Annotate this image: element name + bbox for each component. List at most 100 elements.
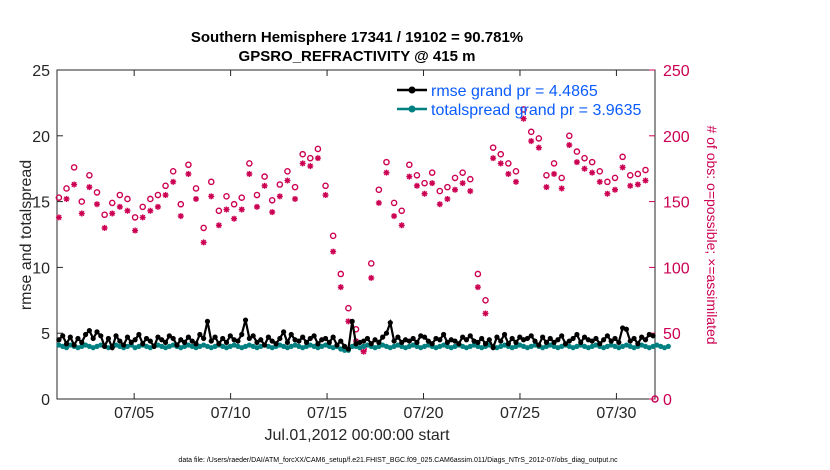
obs-assimilated-marker — [558, 185, 565, 192]
y2-tick-label: 250 — [663, 63, 690, 80]
obs-possible-marker — [215, 207, 223, 215]
obs-possible-marker — [565, 132, 573, 140]
obs-possible-marker — [291, 183, 299, 191]
obs-assimilated-marker — [360, 348, 367, 355]
obs-assimilated-marker — [490, 155, 497, 162]
y-tick-label: 15 — [32, 195, 50, 212]
rmse-marker — [296, 338, 302, 344]
obs-possible-marker — [139, 203, 147, 211]
rmse-marker — [170, 335, 176, 342]
rmse-marker — [490, 345, 496, 351]
rmse-marker — [201, 335, 207, 342]
obs-assimilated-marker — [208, 193, 215, 200]
obs-assimilated-marker — [551, 170, 558, 177]
obs-possible-marker — [261, 173, 268, 180]
rmse-marker — [498, 338, 504, 344]
obs-assimilated-marker — [307, 163, 314, 170]
obs-assimilated-marker — [505, 170, 512, 177]
obs-assimilated-marker — [101, 224, 108, 231]
rmse-marker — [227, 333, 233, 339]
obs-possible-marker — [626, 171, 634, 179]
obs-possible-marker — [619, 153, 626, 161]
obs-assimilated-marker — [292, 195, 299, 202]
rmse-marker — [368, 341, 374, 347]
y2-axis-label: # of obs: o=possible; ×=assimilated — [704, 125, 720, 344]
obs-possible-marker — [466, 175, 474, 183]
obs-assimilated-marker — [269, 209, 276, 216]
obs-assimilated-series — [55, 115, 659, 403]
rmse-marker — [623, 326, 630, 332]
rmse-marker — [421, 334, 428, 340]
rmse-marker — [524, 335, 531, 342]
obs-possible-marker — [116, 191, 124, 199]
obs-assimilated-marker — [391, 213, 398, 220]
rmse-marker — [250, 333, 256, 339]
obs-possible-marker — [535, 135, 543, 142]
rmse-marker — [437, 337, 443, 343]
obs-assimilated-marker — [589, 169, 596, 176]
rmse-marker — [303, 339, 310, 346]
rmse-marker — [486, 337, 492, 343]
y-axis-label: rmse and totalspread — [18, 160, 35, 310]
obs-assimilated-marker — [634, 181, 641, 188]
rmse-marker — [593, 335, 599, 342]
obs-assimilated-marker — [573, 159, 580, 166]
right-y-axis-ticks: 0 50 100 150 200 250 — [649, 63, 690, 409]
obs-assimilated-marker — [276, 193, 283, 200]
rmse-marker — [63, 341, 70, 347]
obs-possible-marker — [527, 128, 535, 136]
obs-assimilated-marker — [421, 190, 428, 197]
rmse-marker — [467, 333, 473, 339]
rmse-marker — [113, 333, 119, 339]
obs-assimilated-marker — [474, 284, 481, 291]
rmse-marker — [612, 335, 618, 342]
obs-possible-marker — [550, 160, 558, 167]
rmse-marker — [86, 327, 92, 334]
rmse-marker — [460, 334, 466, 340]
rmse-marker — [300, 334, 306, 340]
obs-possible-marker — [383, 158, 390, 166]
y-tick-label: 0 — [41, 392, 50, 409]
obs-assimilated-marker — [535, 144, 542, 151]
obs-possible-marker — [436, 187, 444, 195]
y-tick-label: 25 — [32, 63, 50, 80]
obs-assimilated-marker — [200, 239, 207, 246]
obs-assimilated-marker — [429, 180, 436, 187]
obs-possible-marker — [345, 304, 352, 312]
obs-assimilated-marker — [170, 178, 177, 185]
rmse-marker — [494, 334, 500, 340]
obs-possible-marker — [276, 181, 284, 188]
rmse-marker — [536, 342, 542, 348]
obs-possible-marker — [604, 178, 611, 186]
y2-tick-label: 150 — [663, 195, 690, 212]
obs-possible-marker — [398, 207, 406, 215]
rmse-marker — [513, 339, 519, 346]
obs-possible-marker — [581, 154, 588, 162]
y2-tick-label: 100 — [663, 260, 690, 277]
rmse-marker — [315, 341, 321, 347]
x-tick-label: 07/10 — [211, 405, 251, 422]
rmse-marker — [429, 341, 435, 347]
rmse-marker — [208, 338, 214, 344]
obs-assimilated-marker — [284, 177, 291, 184]
obs-possible-marker — [428, 169, 436, 176]
rmse-marker — [159, 337, 165, 343]
chart-title: Southern Hemisphere 17341 / 19102 = 90.7… — [191, 29, 523, 46]
rmse-marker — [399, 339, 405, 346]
obs-possible-marker — [131, 214, 139, 221]
obs-possible-marker — [413, 171, 421, 179]
obs-possible-marker — [101, 211, 108, 219]
rmse-marker — [338, 338, 344, 344]
obs-possible-marker — [512, 168, 520, 175]
rmse-marker — [223, 339, 230, 346]
rmse-marker — [269, 338, 275, 344]
rmse-marker — [349, 318, 355, 324]
obs-possible-marker — [230, 200, 238, 208]
rmse-marker — [277, 335, 283, 342]
rmse-marker — [376, 339, 382, 346]
obs-assimilated-marker — [619, 164, 626, 171]
rmse-marker — [509, 335, 515, 342]
obs-assimilated-marker — [543, 184, 550, 191]
obs-assimilated-marker — [86, 184, 93, 191]
